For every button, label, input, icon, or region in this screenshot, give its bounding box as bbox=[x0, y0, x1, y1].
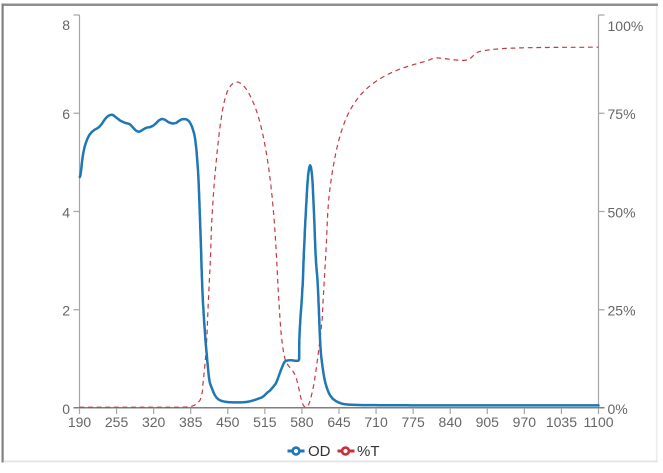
svg-text:1035: 1035 bbox=[546, 414, 577, 430]
svg-text:320: 320 bbox=[142, 414, 166, 430]
svg-text:0%: 0% bbox=[608, 401, 628, 417]
svg-text:255: 255 bbox=[105, 414, 129, 430]
svg-text:100%: 100% bbox=[608, 18, 644, 34]
svg-text:75%: 75% bbox=[608, 106, 636, 122]
svg-text:840: 840 bbox=[439, 414, 463, 430]
svg-text:580: 580 bbox=[290, 414, 314, 430]
svg-text:4: 4 bbox=[62, 204, 70, 220]
svg-text:775: 775 bbox=[401, 414, 425, 430]
svg-text:905: 905 bbox=[476, 414, 500, 430]
svg-text:OD: OD bbox=[308, 443, 331, 460]
svg-text:6: 6 bbox=[62, 106, 70, 122]
svg-text:8: 8 bbox=[62, 17, 70, 33]
svg-text:515: 515 bbox=[253, 414, 277, 430]
svg-text:190: 190 bbox=[68, 414, 92, 430]
svg-text:%T: %T bbox=[357, 443, 380, 460]
svg-text:710: 710 bbox=[364, 414, 388, 430]
svg-text:450: 450 bbox=[216, 414, 240, 430]
svg-text:2: 2 bbox=[62, 303, 70, 319]
svg-text:1100: 1100 bbox=[583, 414, 613, 430]
svg-text:385: 385 bbox=[179, 414, 203, 430]
svg-text:970: 970 bbox=[513, 414, 537, 430]
svg-text:25%: 25% bbox=[608, 303, 636, 319]
svg-text:0: 0 bbox=[62, 401, 70, 417]
svg-text:50%: 50% bbox=[608, 204, 636, 220]
svg-text:645: 645 bbox=[327, 414, 351, 430]
